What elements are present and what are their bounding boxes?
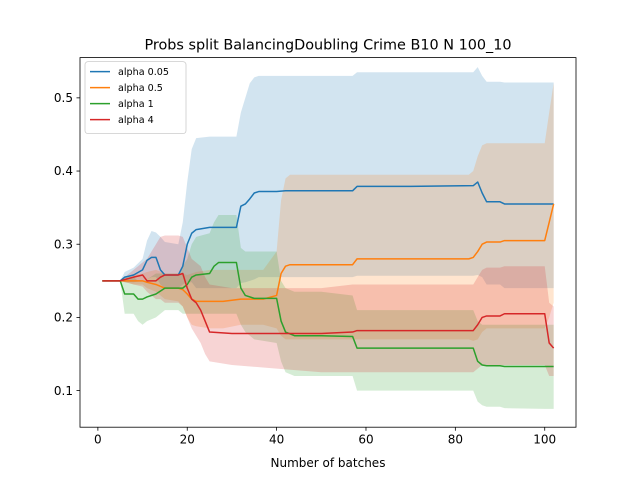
mean-lines	[102, 181, 555, 368]
chart-title: Probs split BalancingDoubling Crime B10 …	[144, 38, 511, 54]
confidence-bands	[102, 67, 554, 409]
line-series-4	[102, 272, 555, 349]
band-series-2	[102, 83, 554, 341]
plot-frame	[79, 57, 577, 428]
y-tick-label: 0.4	[54, 164, 73, 178]
y-tick-label: 0.1	[54, 384, 73, 398]
y-tick-label: 0.5	[54, 91, 73, 105]
x-tick-label: 40	[269, 433, 284, 447]
line-series-3	[102, 261, 554, 368]
legend-label-1: alpha 0.05	[118, 67, 169, 78]
x-axis-label: Number of batches	[271, 456, 386, 470]
legend-label-2: alpha 0.5	[118, 83, 163, 94]
legend-box	[84, 61, 187, 134]
line-series-2	[102, 203, 555, 303]
x-axis-ticks: 0 20 40 60 80 100	[94, 427, 556, 447]
y-tick-label: 0.3	[54, 237, 73, 251]
legend: alpha 0.05 alpha 0.5 alpha 1 alpha 4	[84, 61, 187, 134]
legend-label-4: alpha 4	[118, 115, 154, 126]
band-series-1	[102, 67, 554, 289]
y-tick-label: 0.2	[54, 311, 73, 325]
x-tick-label: 60	[358, 433, 373, 447]
x-tick-label: 100	[533, 433, 556, 447]
band-series-4	[102, 235, 554, 376]
x-tick-label: 0	[94, 433, 102, 447]
legend-label-3: alpha 1	[118, 99, 154, 110]
y-axis-ticks: 0.1 0.2 0.3 0.4 0.5	[54, 91, 80, 398]
x-tick-label: 80	[448, 433, 463, 447]
band-series-3	[102, 214, 554, 409]
x-tick-label: 20	[180, 433, 195, 447]
line-series-1	[102, 181, 554, 282]
